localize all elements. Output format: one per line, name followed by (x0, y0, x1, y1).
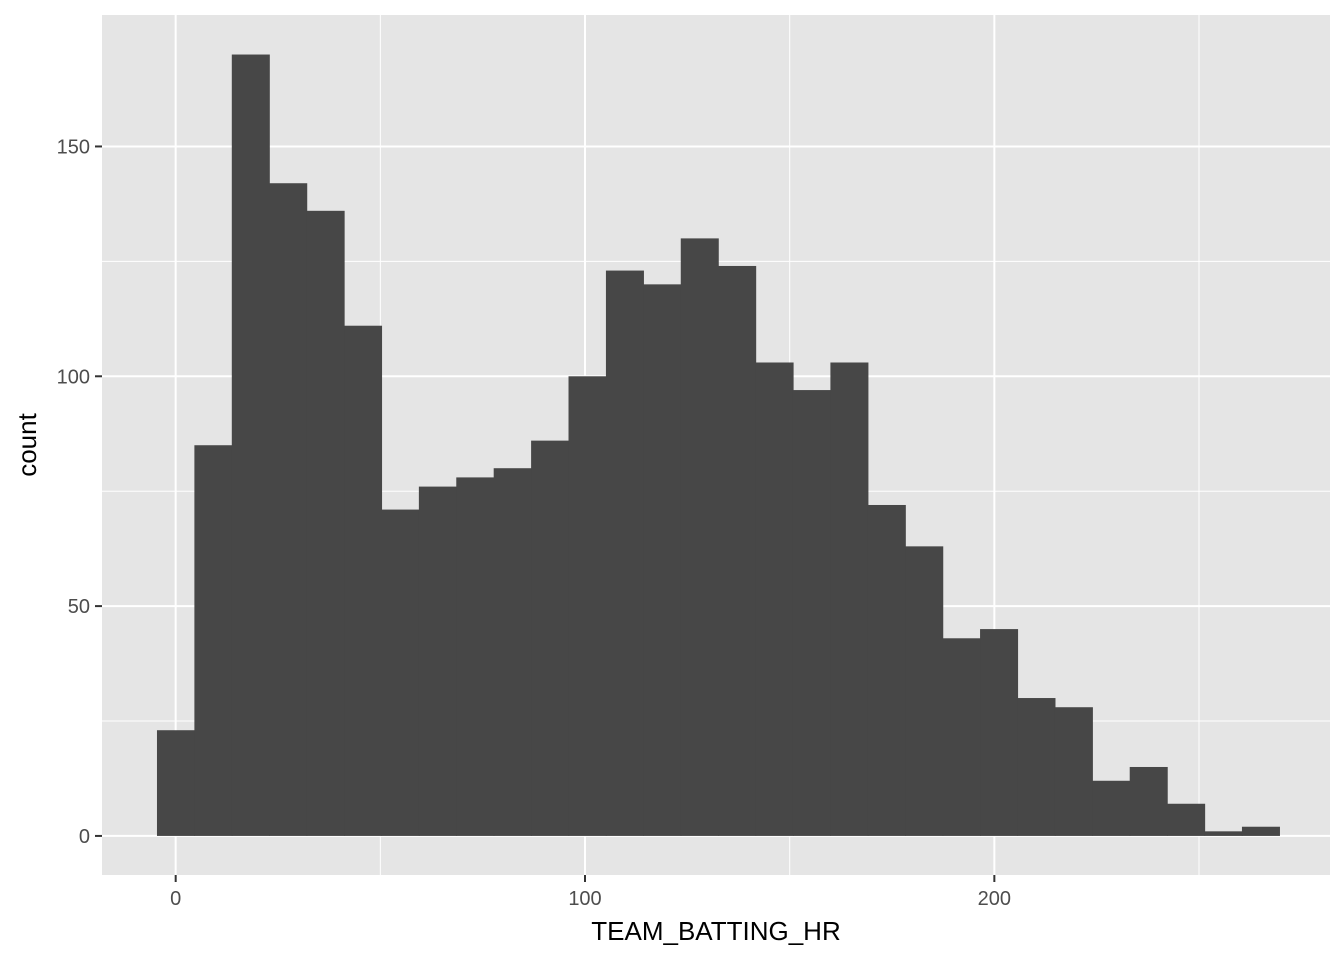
x-tick-label: 0 (170, 888, 181, 910)
histogram-bar (1017, 698, 1056, 836)
histogram-bar (1129, 766, 1168, 836)
histogram-bar (531, 440, 570, 836)
histogram-bar (830, 362, 869, 836)
y-tick-label: 50 (68, 596, 90, 618)
histogram-bar (1204, 831, 1243, 836)
histogram-bar (942, 638, 981, 836)
histogram-bar (680, 238, 719, 836)
histogram-bar (156, 730, 195, 836)
histogram-bar (605, 270, 644, 836)
x-axis-title: TEAM_BATTING_HR (591, 916, 840, 946)
histogram-bar (306, 210, 345, 836)
histogram-bar (643, 284, 682, 836)
y-tick-label: 0 (79, 826, 90, 848)
y-tick-label: 100 (57, 366, 90, 388)
histogram-bar (718, 265, 757, 836)
histogram-bars (156, 54, 1280, 836)
histogram-bar (456, 477, 495, 836)
histogram-bar (344, 325, 383, 836)
histogram-bar (867, 504, 906, 836)
x-axis: 0 100 200 (170, 875, 1011, 910)
y-axis: 0 50 100 150 (57, 136, 102, 848)
x-tick-label: 100 (568, 888, 601, 910)
histogram-bar (418, 486, 457, 836)
histogram-bar (905, 546, 944, 836)
histogram-bar (1092, 780, 1131, 836)
histogram-bar (269, 183, 308, 836)
y-tick-label: 150 (57, 136, 90, 158)
histogram-bar (493, 468, 532, 836)
histogram-bar (1054, 707, 1093, 836)
histogram-bar (792, 390, 832, 836)
histogram-bar (1167, 803, 1206, 836)
histogram-bar (980, 629, 1019, 836)
histogram-bar (194, 445, 233, 836)
histogram-bar (381, 509, 420, 836)
histogram-bar (568, 376, 607, 836)
x-tick-label: 200 (978, 888, 1011, 910)
y-axis-title: count (12, 412, 42, 476)
histogram-bar (231, 54, 270, 836)
histogram-bar (755, 362, 794, 836)
histogram-bar (1241, 826, 1280, 836)
